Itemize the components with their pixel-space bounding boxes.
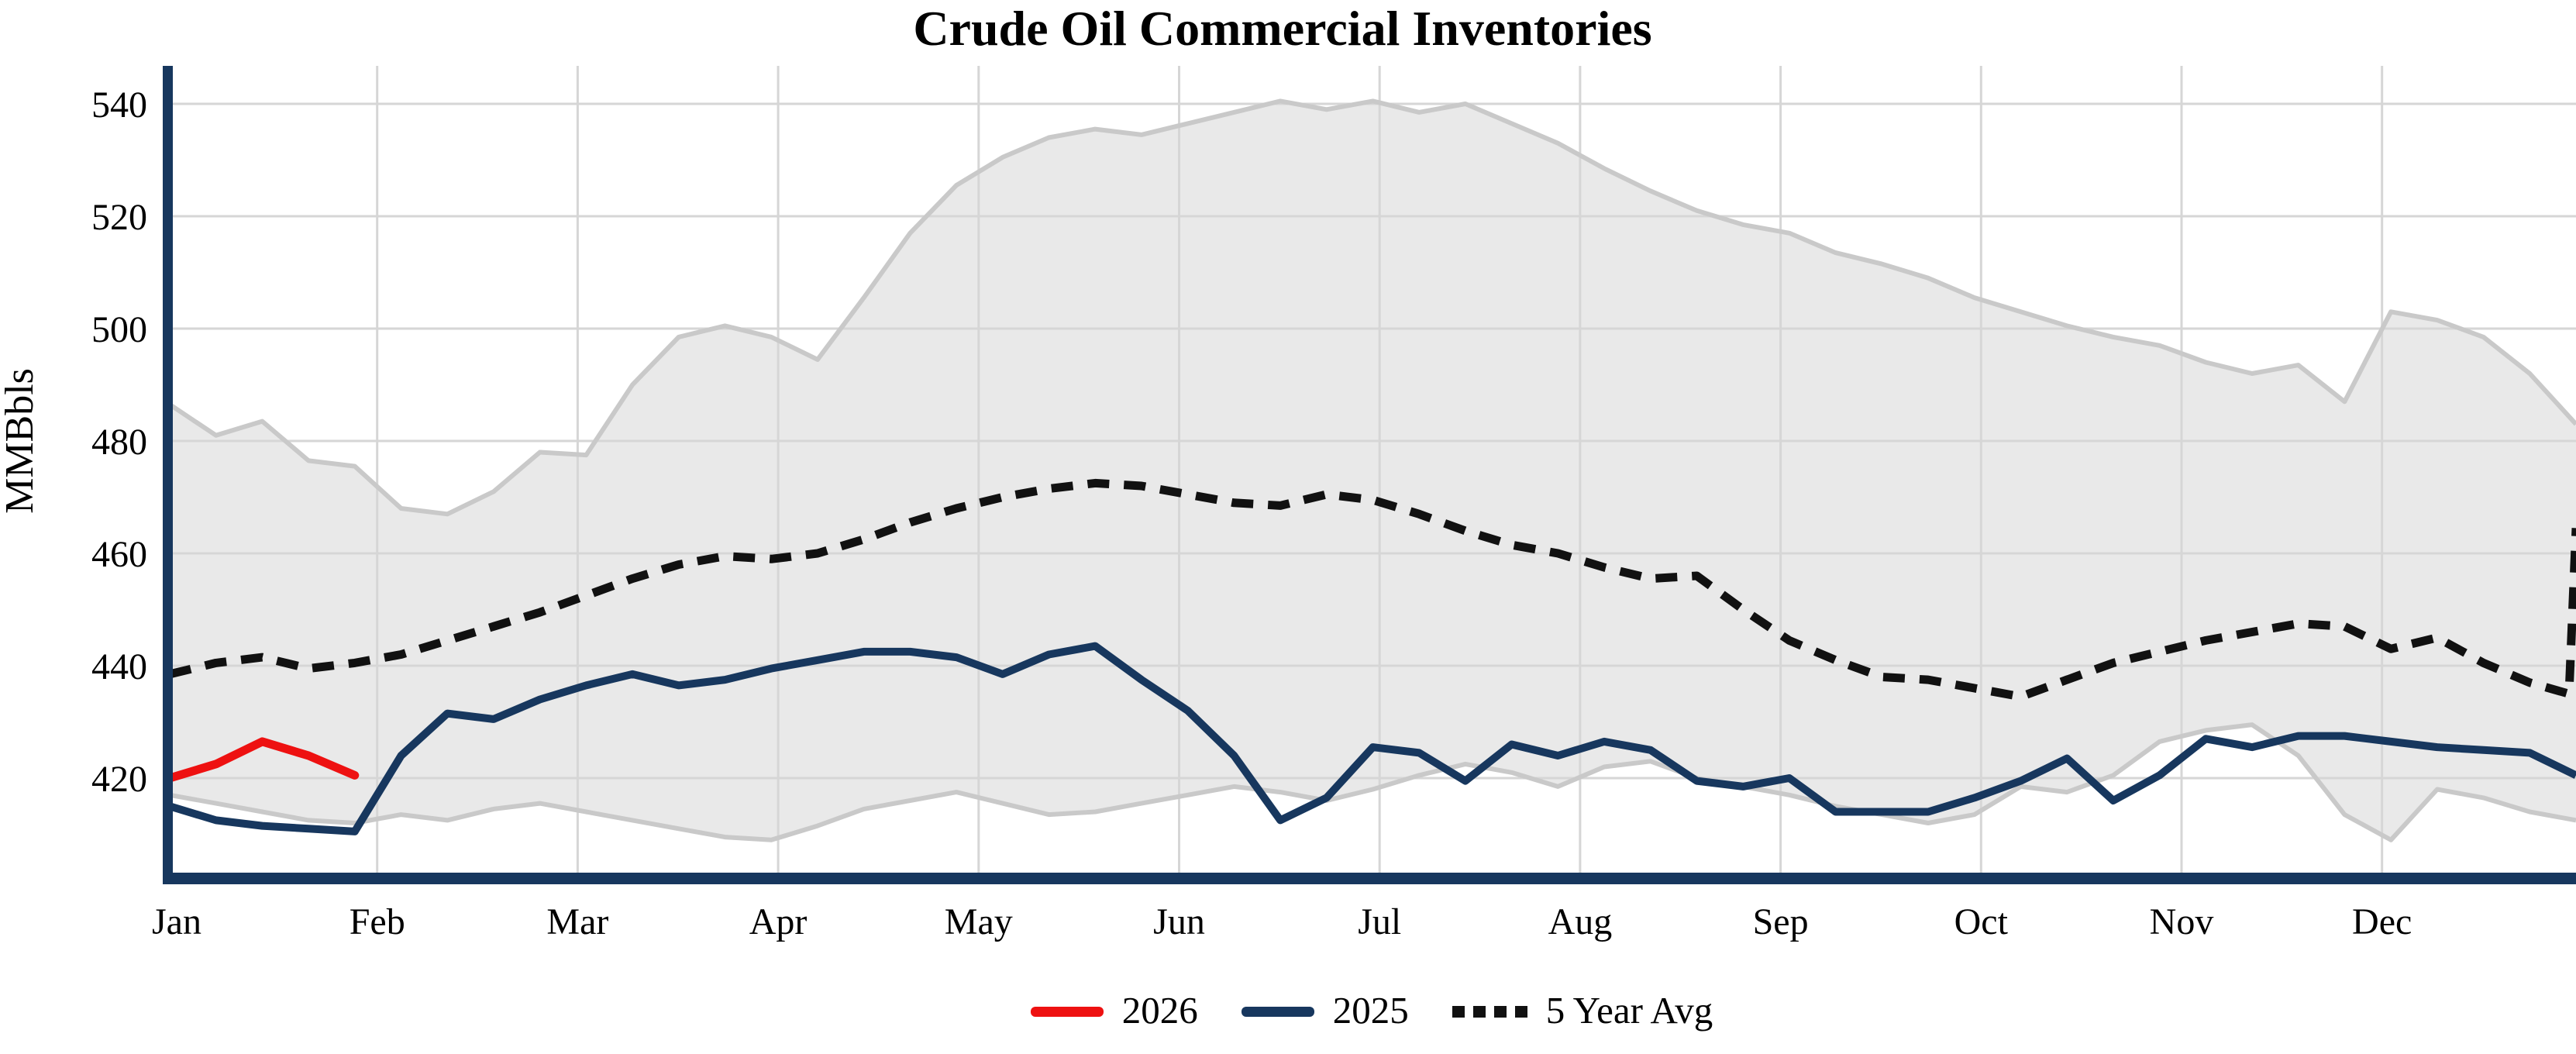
x-tick-label-May: May bbox=[945, 901, 1013, 942]
legend-dash-square bbox=[1493, 1005, 1507, 1018]
legend-label-2026: 2026 bbox=[1121, 988, 1198, 1032]
data-series bbox=[165, 478, 2576, 835]
y-tick-label-540: 540 bbox=[91, 84, 147, 126]
x-tick-label-Aug: Aug bbox=[1548, 901, 1613, 942]
five-year-range-fill bbox=[170, 101, 2576, 840]
x-tick-label-Mar: Mar bbox=[546, 901, 608, 942]
legend-label-2025: 2025 bbox=[1332, 988, 1409, 1032]
y-axis-label: MMBbls bbox=[0, 368, 42, 514]
axis-tick-labels: 420 440 460 480 500 520 540 Jan Feb Mar Apr May Jun J… bbox=[91, 84, 2412, 942]
x-tick-label-Jul: Jul bbox=[1358, 901, 1401, 942]
x-tick-label-Jan: Jan bbox=[152, 901, 201, 942]
y-tick-label-480: 480 bbox=[91, 422, 147, 463]
five-year-range-band-edges bbox=[168, 98, 2576, 842]
y-tick-label-520: 520 bbox=[91, 197, 147, 238]
x-tick-label-Nov: Nov bbox=[2150, 901, 2214, 942]
legend-swatch-2025-icon bbox=[1241, 1006, 1314, 1017]
legend-item-2026: 2026 bbox=[1030, 988, 1198, 1032]
line-2025 bbox=[168, 642, 2576, 835]
chart-title: Crude Oil Commercial Inventories bbox=[913, 1, 1651, 56]
line-2026 bbox=[165, 737, 360, 783]
x-tick-label-Apr: Apr bbox=[749, 901, 808, 942]
y-tick-label-460: 460 bbox=[91, 534, 147, 575]
gridlines bbox=[167, 66, 2576, 873]
x-tick-label-Dec: Dec bbox=[2352, 901, 2412, 942]
legend-dash-square bbox=[1452, 1005, 1465, 1018]
y-axis-spine bbox=[163, 66, 173, 884]
y-tick-label-500: 500 bbox=[91, 309, 147, 350]
axes-spines bbox=[163, 66, 2576, 884]
x-tick-label-Jun: Jun bbox=[1153, 901, 1205, 942]
five-year-range-top-edge bbox=[168, 98, 2576, 517]
x-tick-label-Feb: Feb bbox=[350, 901, 405, 942]
legend-dash-square bbox=[1514, 1005, 1527, 1018]
x-tick-label-Sep: Sep bbox=[1753, 901, 1809, 942]
legend-item-5-year-avg: 5 Year Avg bbox=[1452, 991, 1713, 1032]
x-tick-label-Oct: Oct bbox=[1954, 901, 2009, 942]
y-tick-label-420: 420 bbox=[91, 759, 147, 800]
legend: 2026 2025 5 Year Avg bbox=[167, 983, 2576, 1040]
five-year-avg-line bbox=[168, 478, 2576, 701]
legend-item-2025: 2025 bbox=[1241, 988, 1409, 1032]
five-year-range-bottom-edge bbox=[169, 722, 2576, 842]
legend-label-5-year-avg: 5 Year Avg bbox=[1545, 988, 1713, 1032]
legend-swatch-5-year-avg-icon bbox=[1452, 1005, 1527, 1018]
five-year-range-band bbox=[170, 101, 2576, 840]
legend-dash-square bbox=[1472, 1005, 1486, 1018]
legend-swatch-2026-icon bbox=[1030, 1006, 1104, 1017]
y-tick-label-440: 440 bbox=[91, 646, 147, 687]
x-axis-spine bbox=[163, 873, 2576, 884]
